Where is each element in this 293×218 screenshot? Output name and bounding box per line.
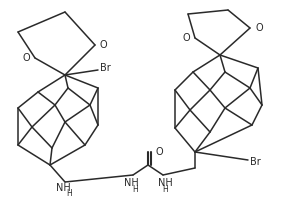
Text: NH: NH	[158, 178, 172, 188]
Text: O: O	[22, 53, 30, 63]
Text: NH: NH	[124, 178, 138, 188]
Text: O: O	[156, 147, 163, 157]
Text: O: O	[182, 33, 190, 43]
Text: Br: Br	[100, 63, 111, 73]
Text: H: H	[66, 189, 72, 199]
Text: H: H	[162, 184, 168, 194]
Text: Br: Br	[250, 157, 261, 167]
Text: O: O	[100, 40, 108, 50]
Text: H: H	[132, 184, 138, 194]
Text: NH: NH	[56, 183, 70, 193]
Text: O: O	[255, 23, 263, 33]
